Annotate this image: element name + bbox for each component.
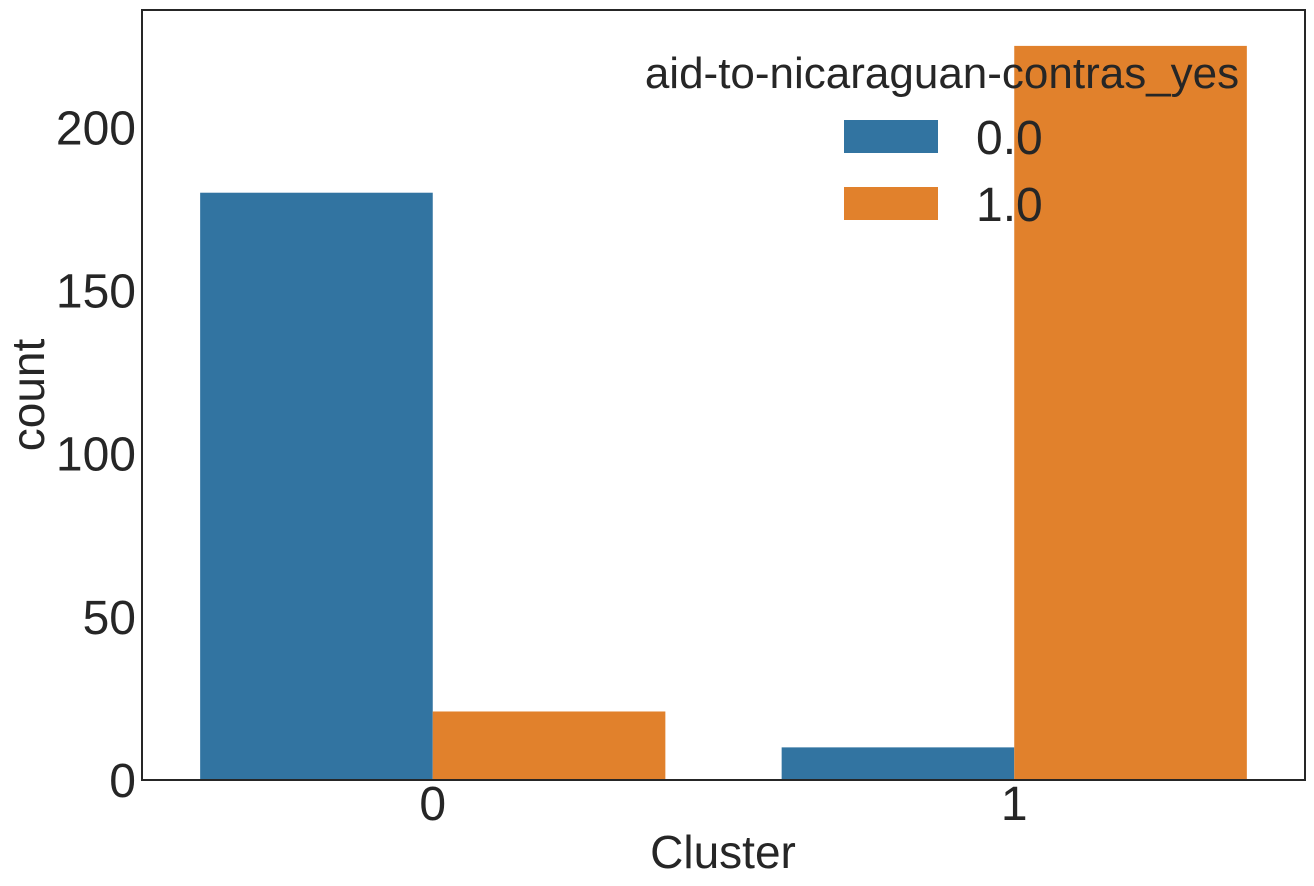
- legend-title: aid-to-nicaraguan-contras_yes: [645, 49, 1239, 98]
- legend-label: 0.0: [976, 112, 1043, 165]
- legend-swatch: [844, 187, 938, 220]
- y-tick-label: 50: [83, 592, 136, 645]
- y-axis-ticks: 0 50 100 150 200: [56, 102, 136, 808]
- bar-cluster-0-series-0.0: [200, 192, 433, 781]
- bars-layer: [200, 45, 1247, 781]
- legend-items: 0.01.0: [844, 112, 1043, 232]
- x-tick-label: 1: [1001, 778, 1028, 831]
- plot-frame: [141, 9, 1306, 781]
- y-tick-label: 100: [56, 429, 136, 482]
- y-tick-label: 150: [56, 266, 136, 319]
- y-tick-label: 0: [109, 755, 136, 808]
- y-axis-label: count: [2, 339, 54, 452]
- legend-swatch: [844, 120, 938, 153]
- bar-cluster-1-series-1.0: [1014, 45, 1247, 780]
- y-tick-label: 200: [56, 102, 136, 155]
- x-axis-label: Cluster: [650, 826, 796, 878]
- legend: aid-to-nicaraguan-contras_yes 0.01.0: [645, 49, 1239, 232]
- legend-label: 1.0: [976, 179, 1043, 232]
- bar-cluster-0-series-1.0: [432, 711, 666, 780]
- x-tick-label: 0: [419, 778, 446, 831]
- bar-cluster-1-series-0.0: [781, 747, 1015, 780]
